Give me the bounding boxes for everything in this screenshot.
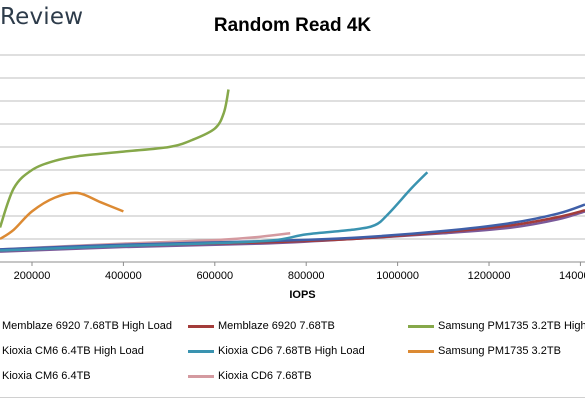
legend-item: Memblaze 6920 7.68TB [188, 320, 335, 332]
series-line-kioxia-cd6-7-68tb-high-load [0, 171, 429, 252]
chart-plot: 200000 400000 600000 800000 1000000 1200000 14… [0, 54, 585, 282]
legend-label: Samsung PM1735 3.2TB [438, 345, 561, 357]
x-tick-label: 1400000 [559, 270, 585, 282]
x-tick-label: 600000 [196, 270, 233, 282]
legend-item: Kioxia CM6 6.4TB High Load [0, 345, 144, 357]
x-tick-label: 1000000 [376, 270, 419, 282]
chart-legend: Memblaze 6920 7.68TB High Load Memblaze 6… [0, 318, 585, 398]
legend-item: Memblaze 6920 7.68TB High Load [0, 320, 172, 332]
series-line-samsung-pm1735-3-2tb [0, 191, 124, 241]
x-tick-label: 400000 [105, 270, 142, 282]
x-axis-label: IOPS [289, 289, 316, 301]
x-tick-label: 800000 [288, 270, 325, 282]
legend-label: Kioxia CM6 6.4TB [2, 370, 91, 382]
legend-swatch [408, 324, 434, 328]
legend-item: Samsung PM1735 3.2TB [408, 345, 561, 357]
x-tick-label: 1200000 [468, 270, 511, 282]
legend-label: Kioxia CD6 7.68TB [218, 370, 312, 382]
legend-item: Samsung PM1735 3.2TB High Load [408, 320, 585, 332]
legend-swatch [188, 374, 214, 378]
legend-item: Kioxia CM6 6.4TB [0, 370, 91, 382]
legend-item: Kioxia CD6 7.68TB High Load [188, 345, 365, 357]
brand-logo-text: Review [0, 4, 84, 30]
legend-swatch [408, 349, 434, 353]
bottom-divider [0, 397, 585, 398]
legend-label: Kioxia CD6 7.68TB High Load [218, 345, 365, 357]
legend-label: Kioxia CM6 6.4TB High Load [2, 345, 144, 357]
x-tick-label: 200000 [14, 270, 51, 282]
legend-item: Kioxia CD6 7.68TB [188, 370, 312, 382]
legend-label: Memblaze 6920 7.68TB [218, 320, 335, 332]
legend-label: Memblaze 6920 7.68TB High Load [2, 320, 172, 332]
chart-title: Random Read 4K [213, 15, 372, 36]
legend-label: Samsung PM1735 3.2TB High Load [438, 320, 585, 332]
series-line-samsung-pm1735-3-2tb-high-load [0, 89, 230, 228]
legend-swatch [188, 349, 214, 353]
legend-swatch [188, 324, 214, 328]
